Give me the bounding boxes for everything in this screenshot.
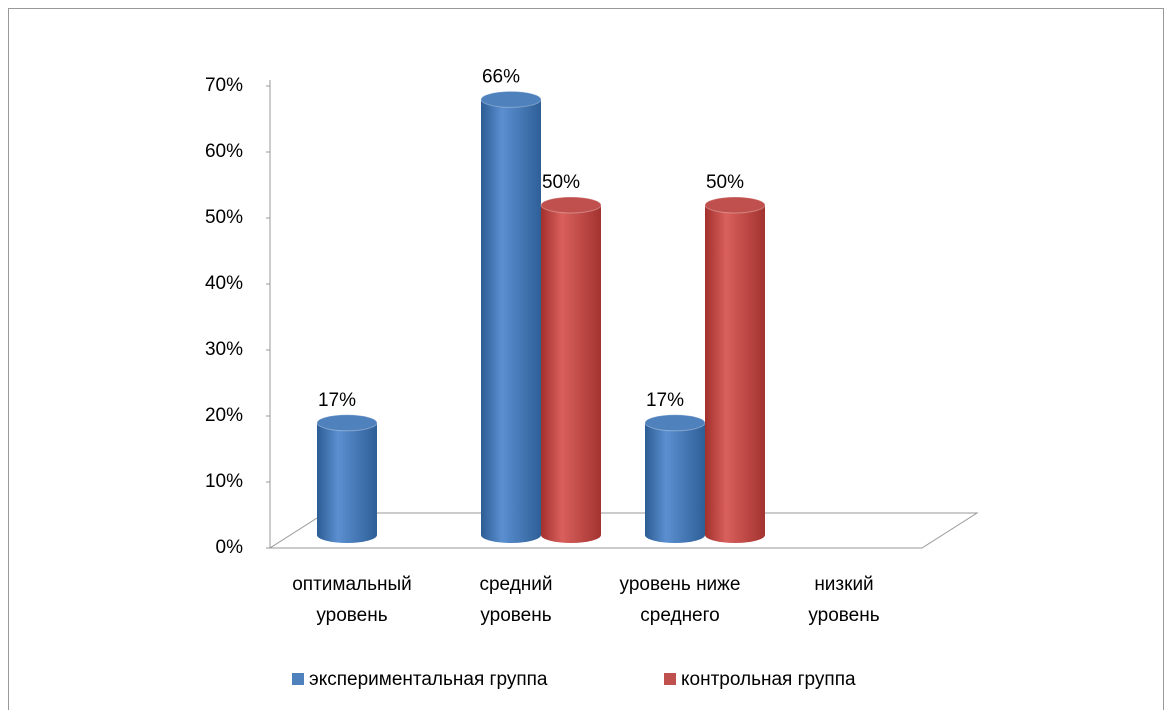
legend-swatch (292, 673, 304, 685)
label-line: уровень ниже (620, 574, 741, 595)
bar (481, 99, 541, 544)
label-line: средний (479, 574, 552, 595)
data-label: 50% (706, 172, 744, 193)
bar-top (704, 196, 766, 214)
bar-top (316, 414, 378, 432)
legend-label: контрольная группа (681, 669, 856, 690)
y-tick-label: 0% (216, 537, 244, 558)
data-label: 50% (542, 172, 580, 193)
y-tick-label: 70% (205, 75, 243, 96)
y-tick-label: 50% (205, 207, 243, 228)
legend-swatch (664, 673, 676, 685)
bar (705, 205, 765, 543)
x-tick-label: низкий уровень (808, 574, 879, 626)
y-tick-label: 20% (205, 405, 243, 426)
bar-top (644, 414, 706, 432)
label-line: уровень (808, 605, 879, 626)
label-line: уровень (316, 605, 387, 626)
y-tick-label: 40% (205, 273, 243, 294)
bar-top (540, 196, 602, 214)
label-line: среднего (640, 605, 719, 626)
bar-top (480, 90, 542, 108)
data-label: 66% (482, 66, 520, 87)
bar (317, 422, 377, 543)
y-tick-label: 60% (205, 141, 243, 162)
y-tick-label: 30% (205, 339, 243, 360)
label-line: оптимальный (292, 574, 412, 595)
data-label: 17% (318, 390, 356, 411)
bar (541, 205, 601, 543)
label-line: уровень (480, 605, 551, 626)
x-tick-label: уровень ниже среднего (620, 574, 741, 626)
bar (645, 422, 705, 543)
floor (268, 512, 979, 549)
data-label: 17% (646, 390, 684, 411)
legend-label: экспериментальная группа (309, 669, 548, 690)
y-tick-label: 10% (205, 471, 243, 492)
x-tick-label: оптимальный уровень (292, 574, 412, 626)
frame (8, 8, 1164, 710)
label-line: низкий (814, 574, 873, 595)
x-tick-label: средний уровень (479, 574, 552, 626)
